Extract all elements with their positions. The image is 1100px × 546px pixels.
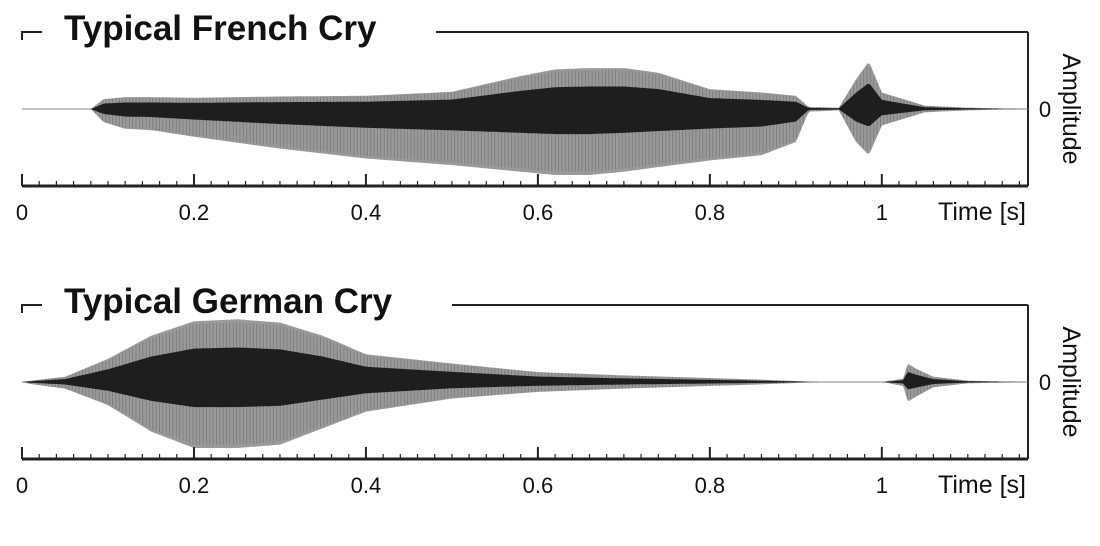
- german-x-axis-label: Time [s]: [938, 471, 1026, 499]
- german-x-tick-label: 0.2: [179, 473, 210, 498]
- german-cry-panel: Typical German Cry 0 0.2 0.4 0.6 0.8 1 Time [s]…: [0, 273, 1100, 546]
- german-x-tick-label: 1: [876, 473, 888, 498]
- german-x-tick-label: 0: [16, 473, 28, 498]
- french-x-tick-label: 0.8: [695, 200, 726, 225]
- french-frame-left-bracket: [21, 31, 42, 40]
- german-x-tick-label: 0.8: [695, 473, 726, 498]
- french-x-axis-label: Time [s]: [938, 198, 1026, 226]
- french-x-tick-label: 0.6: [523, 200, 554, 225]
- german-y-axis-label: Amplitude: [1057, 326, 1085, 437]
- french-y-axis-label: Amplitude: [1057, 53, 1085, 164]
- french-y-zero-label: 0: [1039, 97, 1051, 122]
- french-x-tick-label: 0.2: [179, 200, 210, 225]
- french-cry-panel: Typical French Cry 0 0.2 0.4 0.6 0.8 1 Time [s]…: [16, 9, 1085, 226]
- french-x-tick-label: 0: [16, 200, 28, 225]
- german-y-zero-label: 0: [1039, 370, 1051, 395]
- german-waveform-striations: [28, 322, 999, 445]
- french-waveform-core: [22, 83, 1028, 135]
- french-x-tick-label: 1: [876, 200, 888, 225]
- german-waveform-core: [22, 347, 1028, 408]
- german-cry-chart: Typical German Cry 0 0.2 0.4 0.6 0.8 1 Time [s]…: [16, 282, 1085, 499]
- german-x-tick-label: 0.6: [523, 473, 554, 498]
- german-chart-title: Typical German Cry: [64, 282, 393, 321]
- french-chart-title: Typical French Cry: [64, 9, 377, 48]
- french-cry-chart: Typical French Cry 0 0.2 0.4 0.6 0.8 1 Time [s]…: [16, 9, 1085, 226]
- french-x-tick-label: 0.4: [351, 200, 382, 225]
- german-x-tick-label: 0.4: [351, 473, 382, 498]
- german-frame-left-bracket: [21, 304, 42, 313]
